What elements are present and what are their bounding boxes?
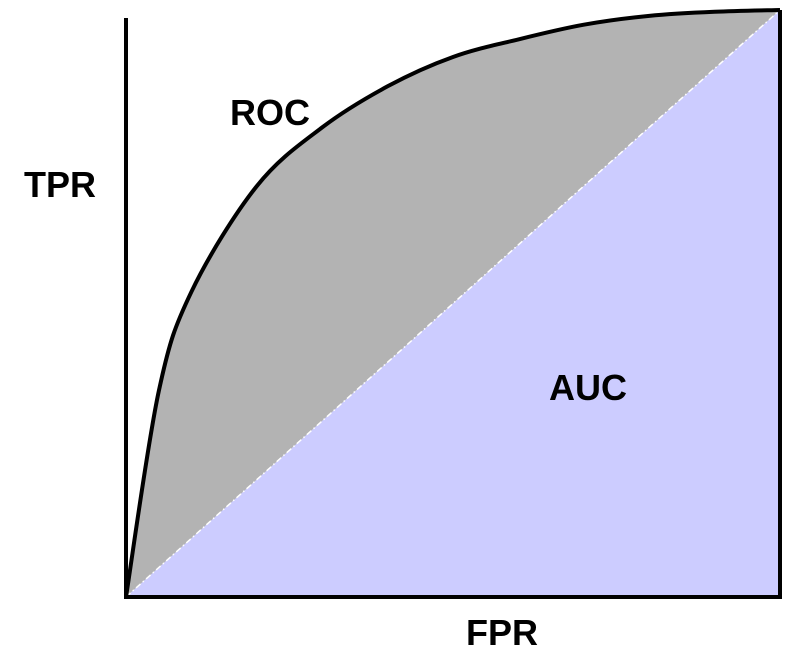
- roc-curve: [124, 8, 781, 598]
- diagonal-line: [125, 9, 781, 598]
- axes: [124, 18, 782, 599]
- y-axis-label: TPR: [24, 164, 96, 205]
- auc-annotation: AUC: [549, 367, 627, 408]
- plot-area: [124, 8, 782, 598]
- roc-annotation: ROC: [230, 92, 310, 133]
- x-axis-label: FPR: [466, 612, 538, 653]
